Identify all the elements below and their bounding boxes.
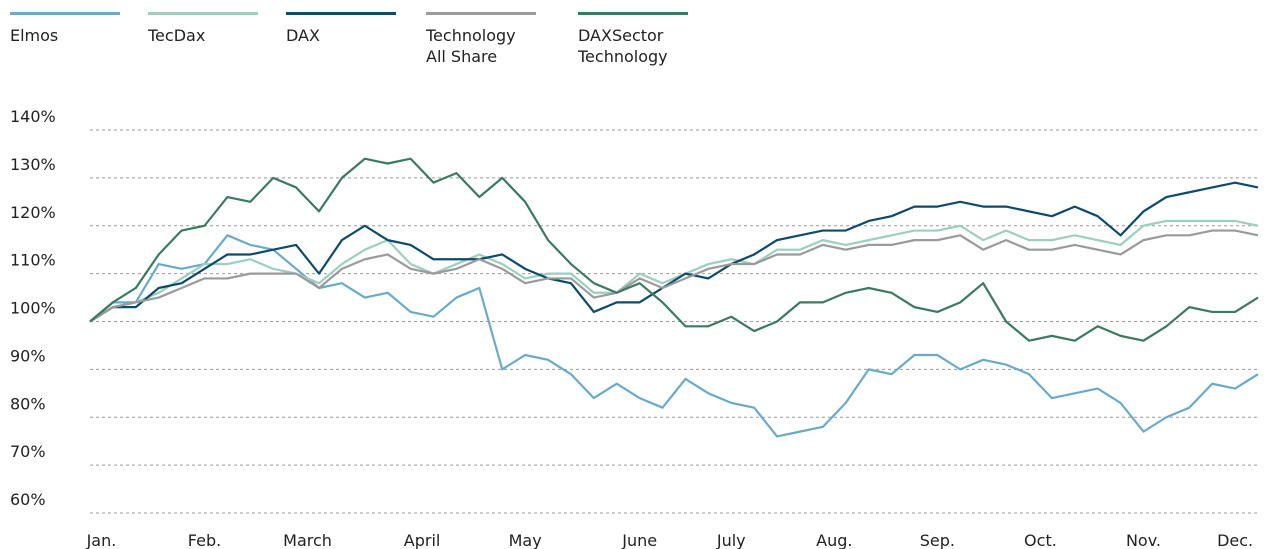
y-tick-label: 80% (10, 394, 46, 413)
x-tick-label: April (404, 531, 441, 549)
legend-item: TecDax (148, 12, 260, 46)
x-tick-label: Sep. (920, 531, 955, 549)
y-tick-label: 110% (10, 251, 56, 270)
series-line (89, 157, 1259, 342)
series-line (89, 234, 1259, 438)
x-tick-label: Oct. (1024, 531, 1057, 549)
x-tick-label: March (283, 531, 332, 549)
series-line (89, 229, 1259, 323)
legend-label: Elmos (10, 26, 59, 45)
legend-swatch (148, 12, 258, 15)
x-tick-label: June (621, 531, 657, 549)
y-tick-label: 70% (10, 442, 46, 461)
y-tick-label: 140% (10, 107, 56, 126)
series-line (89, 219, 1259, 323)
legend-swatch (10, 12, 120, 15)
x-tick-label: Jan. (86, 531, 117, 549)
legend-item: DAX (286, 12, 398, 46)
legend-label: DAX (286, 26, 320, 45)
x-tick-label: May (509, 531, 542, 549)
y-tick-label: 60% (10, 490, 46, 509)
y-tick-label: 120% (10, 203, 56, 222)
legend-label: Technology All Share (426, 26, 516, 66)
legend-label: DAXSector Technology (578, 26, 668, 66)
x-tick-label: July (716, 531, 746, 549)
legend-swatch (426, 12, 536, 15)
y-tick-label: 130% (10, 155, 56, 174)
series-line (89, 181, 1259, 323)
y-tick-label: 100% (10, 299, 56, 318)
legend-swatch (578, 12, 688, 15)
legend-label: TecDax (148, 26, 206, 45)
legend-swatch (286, 12, 396, 15)
legend-item: Technology All Share (426, 12, 538, 67)
legend-item: DAXSector Technology (578, 12, 690, 67)
legend-item: Elmos (10, 12, 122, 46)
x-tick-label: Nov. (1126, 531, 1161, 549)
x-tick-label: Dec. (1217, 531, 1253, 549)
x-tick-label: Feb. (188, 531, 221, 549)
y-tick-label: 90% (10, 346, 46, 365)
x-tick-label: Aug. (816, 531, 852, 549)
